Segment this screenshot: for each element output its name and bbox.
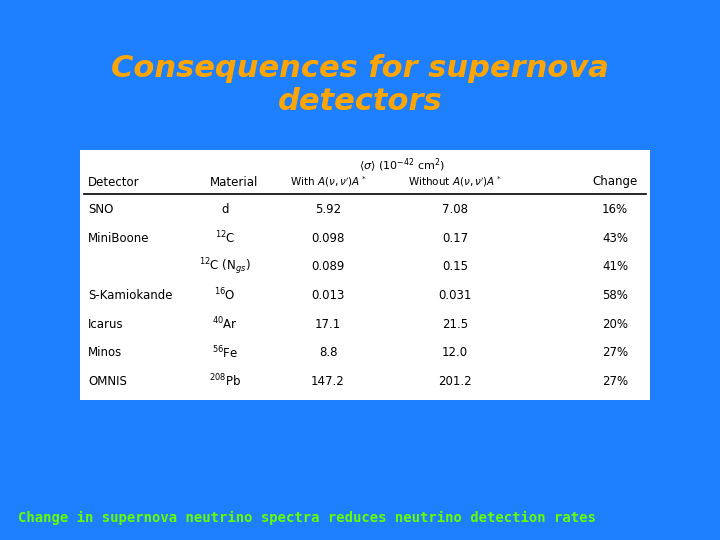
Text: 12.0: 12.0 [442,346,468,359]
Text: 41%: 41% [602,260,628,273]
Text: 27%: 27% [602,375,628,388]
Text: $^{208}$Pb: $^{208}$Pb [209,373,241,389]
Text: 43%: 43% [602,232,628,245]
Text: 27%: 27% [602,346,628,359]
Text: 21.5: 21.5 [442,318,468,330]
Text: 0.031: 0.031 [438,289,472,302]
Text: Consequences for supernova
detectors: Consequences for supernova detectors [111,53,609,116]
Text: 0.098: 0.098 [311,232,345,245]
Text: Detector: Detector [88,176,140,188]
Text: 20%: 20% [602,318,628,330]
Text: S-Kamiokande: S-Kamiokande [88,289,173,302]
Text: $^{12}$C: $^{12}$C [215,230,235,247]
Text: SNO: SNO [88,203,113,216]
FancyBboxPatch shape [80,150,650,400]
Text: Change: Change [593,176,638,188]
Text: 0.15: 0.15 [442,260,468,273]
Text: Material: Material [210,176,258,188]
Text: 0.089: 0.089 [311,260,345,273]
Text: Minos: Minos [88,346,122,359]
Text: 147.2: 147.2 [311,375,345,388]
Text: 58%: 58% [602,289,628,302]
Text: 0.013: 0.013 [311,289,345,302]
Text: 7.08: 7.08 [442,203,468,216]
Text: Icarus: Icarus [88,318,124,330]
Text: 16%: 16% [602,203,628,216]
Text: Change in supernova neutrino spectra reduces neutrino detection rates: Change in supernova neutrino spectra red… [18,511,596,525]
Text: $^{16}$O: $^{16}$O [215,287,235,303]
Text: $^{12}$C (N$_{gs}$): $^{12}$C (N$_{gs}$) [199,256,251,277]
Text: Without $A(\nu,\nu')A^*$: Without $A(\nu,\nu')A^*$ [408,174,502,190]
Text: $^{40}$Ar: $^{40}$Ar [212,316,238,332]
Text: 0.17: 0.17 [442,232,468,245]
Text: 201.2: 201.2 [438,375,472,388]
Text: $^{56}$Fe: $^{56}$Fe [212,345,238,361]
Text: MiniBoone: MiniBoone [88,232,150,245]
Text: 17.1: 17.1 [315,318,341,330]
Text: d: d [221,203,229,216]
Text: $\langle\sigma\rangle$ (10$^{-42}$ cm$^2$): $\langle\sigma\rangle$ (10$^{-42}$ cm$^2… [359,157,444,175]
Text: OMNIS: OMNIS [88,375,127,388]
Text: With $A(\nu,\nu')A^*$: With $A(\nu,\nu')A^*$ [289,174,366,190]
Text: 5.92: 5.92 [315,203,341,216]
Text: 8.8: 8.8 [319,346,337,359]
